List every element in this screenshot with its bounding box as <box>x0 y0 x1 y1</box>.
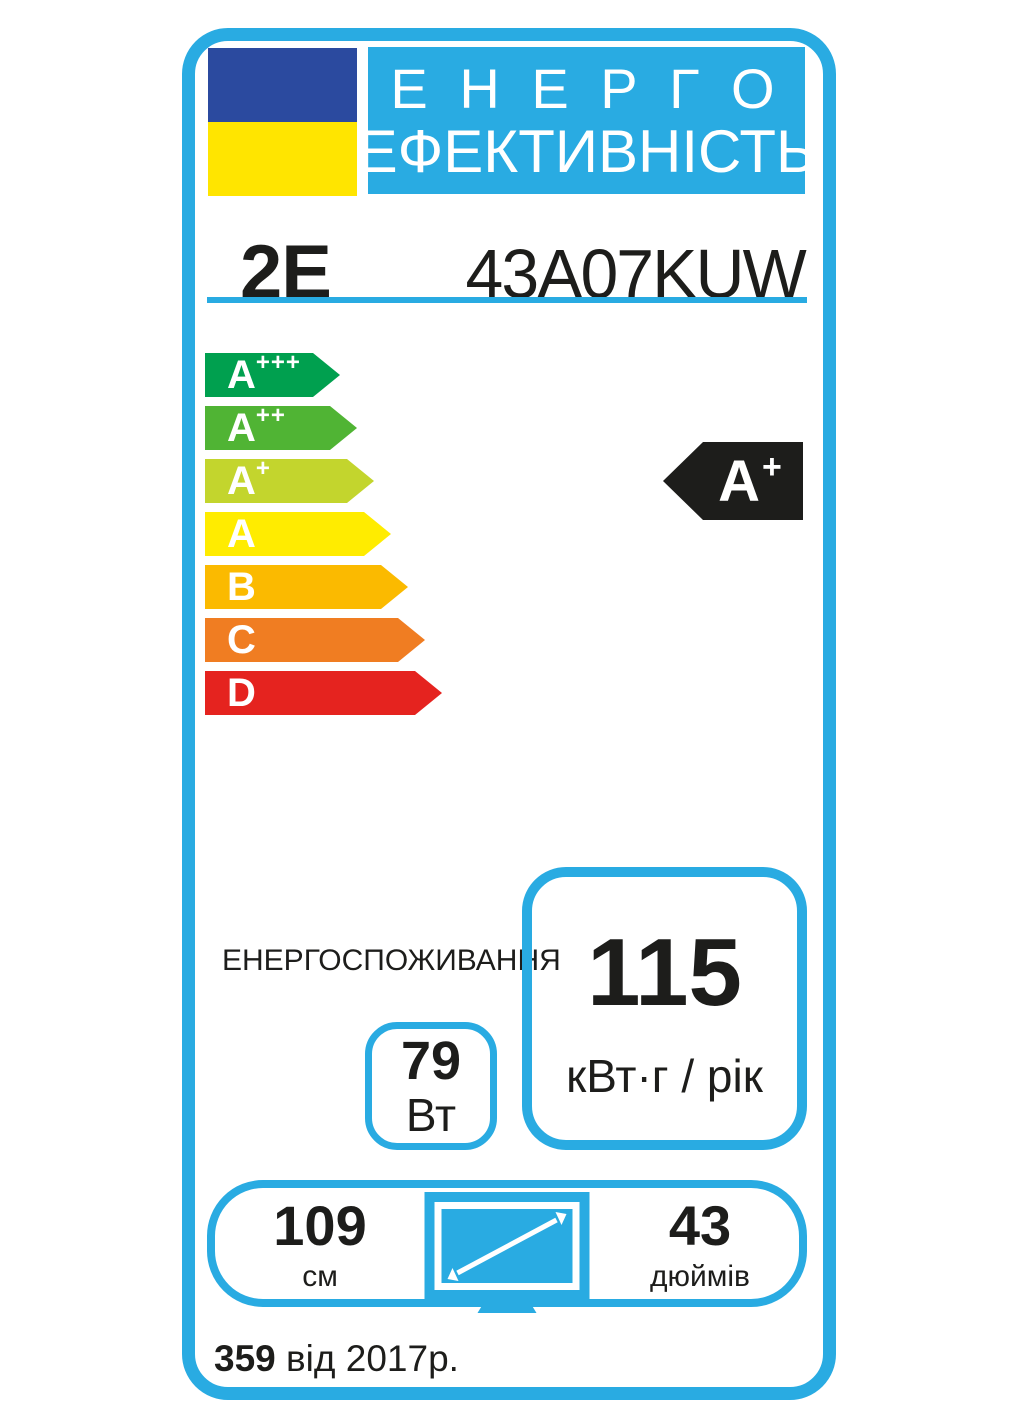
annual-consumption-value: 115 <box>587 918 742 1026</box>
scale-arrow-a: A <box>205 512 391 556</box>
energy-efficiency-label: Е Н Е Р Г О ЕФЕКТИВНІСТЬ 2E 43A07KUW A++… <box>182 28 836 1400</box>
header-title-line2: ЕФЕКТИВНІСТЬ <box>357 117 816 185</box>
scale-arrow-a-plus1: A+ <box>205 459 374 503</box>
consumption-label: ЕНЕРГОСПОЖИВАННЯ <box>222 944 561 977</box>
grade-letter: A <box>227 512 256 556</box>
size-cm-unit: см <box>302 1259 338 1293</box>
scale-arrow-a-plus2: A++ <box>205 406 357 450</box>
assigned-rating-arrow: A + <box>663 442 803 520</box>
regulation-text: від 2017р. <box>275 1338 459 1379</box>
size-inch-unit: дюймів <box>650 1259 750 1293</box>
rating-grade-letter: A <box>718 448 761 514</box>
power-value: 79 <box>400 1031 462 1091</box>
grade-letter: A <box>227 459 256 503</box>
grade-sup: + <box>255 455 271 482</box>
grade-letter: A <box>227 406 256 450</box>
power-unit: Вт <box>405 1089 457 1141</box>
tv-diagonal-icon <box>424 1192 590 1319</box>
flag-blue-stripe <box>208 48 357 122</box>
size-cm-value: 109 <box>273 1193 367 1257</box>
size-inch-value: 43 <box>668 1193 732 1257</box>
size-inch-block: 43 дюймів <box>600 1188 800 1299</box>
flag-yellow-stripe <box>208 122 357 196</box>
header-title-line1: Е Н Е Р Г О <box>390 56 783 120</box>
grade-letter: D <box>227 671 256 715</box>
grade-sup: +++ <box>255 349 301 376</box>
grade-letter: C <box>227 618 256 662</box>
regulation-number: 359 <box>214 1338 276 1379</box>
power-box: 79 Вт <box>365 1022 497 1150</box>
grade-letter: B <box>227 565 256 609</box>
scale-arrow-a-plus3: A+++ <box>205 353 340 397</box>
annual-consumption-unit: кВт·г / рік <box>566 1049 763 1102</box>
grade-sup: ++ <box>255 402 286 429</box>
scale-arrow-d: D <box>205 671 442 715</box>
regulation-note: 359 від 2017р. <box>214 1338 459 1380</box>
scale-arrow-b: B <box>205 565 408 609</box>
label-header: Е Н Е Р Г О ЕФЕКТИВНІСТЬ <box>358 47 815 194</box>
screen-size-panel: 109 см 43 дюймів <box>207 1180 807 1313</box>
annual-consumption-box: 115 кВт·г / рік <box>522 867 807 1150</box>
size-cm-block: 109 см <box>220 1188 420 1299</box>
product-row: 2E 43A07KUW <box>240 229 807 337</box>
divider-line <box>207 297 807 303</box>
ukraine-flag-icon <box>208 48 357 196</box>
scale-arrow-c: C <box>205 618 425 662</box>
grade-letter: A <box>227 353 256 397</box>
